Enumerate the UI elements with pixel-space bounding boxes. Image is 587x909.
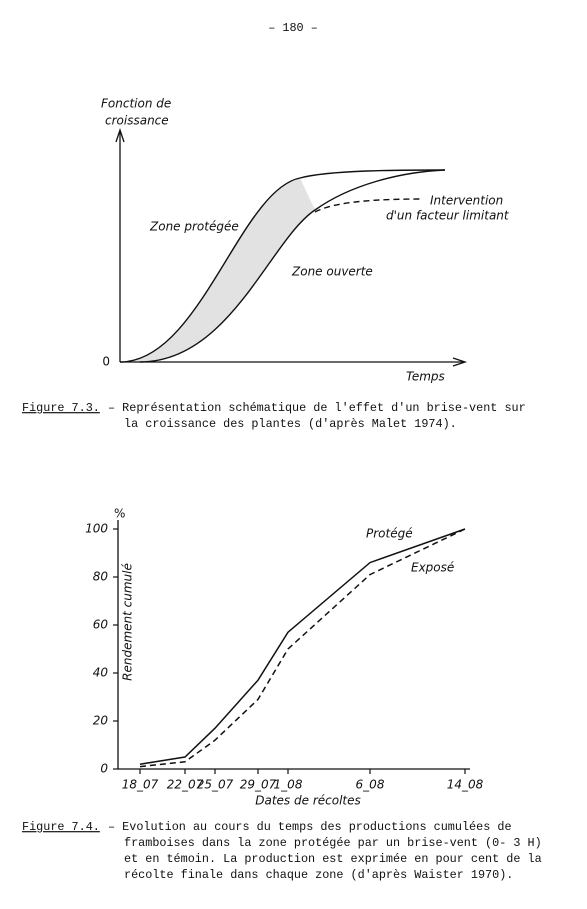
caption-label: Figure 7.4.: [22, 820, 100, 834]
shaded-area: [120, 178, 315, 362]
series-label: Protégé: [366, 527, 413, 541]
caption-line: et en témoin. La production est exprimée…: [124, 852, 542, 866]
x-axis-label: Dates de récoltes: [255, 794, 361, 808]
x-tick-label: 29_07: [240, 778, 277, 792]
y-unit: %: [114, 507, 125, 521]
open-curve: [139, 169, 446, 363]
protected-curve: [119, 169, 446, 363]
curve-label: Zone ouverte: [291, 265, 373, 279]
series-line: [139, 528, 466, 768]
page-number: – 180 –: [268, 21, 318, 35]
y-arrow: [115, 127, 125, 143]
y-axis-label: Rendement cumulé: [121, 563, 135, 681]
y-tick-label: 20: [93, 714, 109, 728]
y-label: Fonction de: [101, 97, 171, 111]
x-tick-label: 22_07: [167, 778, 204, 792]
curve-label: Zone protégée: [149, 220, 239, 234]
figure-1: Fonction de croissance 0 Temps Zone prot…: [101, 97, 510, 384]
x-arrow: [452, 357, 468, 367]
series-line: [139, 528, 466, 765]
caption-line: récolte finale dans chaque zone (d'après…: [124, 868, 513, 882]
curve-label: Intervention: [430, 194, 503, 208]
x-tick-label: 14_08: [447, 778, 484, 792]
series-label: Exposé: [411, 561, 454, 575]
x-tick-label: 25_07: [197, 778, 234, 792]
y-tick-label: 60: [93, 618, 109, 632]
y-label: croissance: [105, 114, 169, 128]
caption-line: – Représentation schématique de l'effet …: [108, 401, 526, 415]
caption-line: framboises dans la zone protégée par un …: [124, 836, 542, 850]
caption-line: la croissance des plantes (d'après Malet…: [124, 417, 457, 431]
y-tick-label: 100: [85, 522, 108, 536]
curve-label: d'un facteur limitant: [386, 209, 510, 223]
limit-curve: [314, 198, 423, 213]
chart: % Rendement cumulé Dates de récoltes 0 20…: [85, 507, 484, 808]
y-tick-label: 40: [93, 666, 109, 680]
x-tick-label: 6_08: [356, 778, 385, 792]
x-tick-label: 18_07: [122, 778, 159, 792]
y-tick-label: 0: [100, 762, 108, 776]
x-label: Temps: [406, 370, 445, 384]
x-tick-label: 1_08: [274, 778, 303, 792]
y-tick-label: 80: [93, 570, 109, 584]
caption-label: Figure 7.3.: [22, 401, 100, 415]
caption-line: – Evolution au cours du temps des produc…: [108, 820, 512, 834]
origin-label: 0: [102, 355, 110, 369]
